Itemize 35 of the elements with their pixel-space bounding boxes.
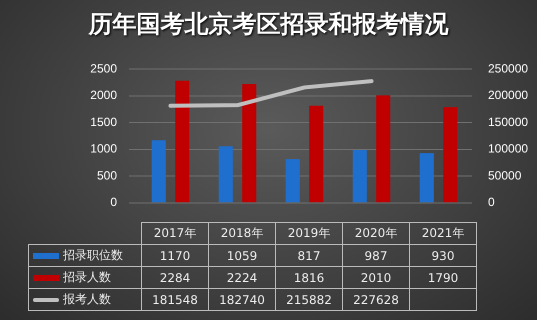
data-label: 2224 xyxy=(208,266,276,288)
data-label: 1059 xyxy=(208,244,276,266)
legend-label: 招录人数 xyxy=(28,266,142,288)
data-label: 227628 xyxy=(342,288,410,310)
y-tick-label: 500 xyxy=(96,168,118,182)
data-label: 182740 xyxy=(208,288,276,310)
x-tick-label: 2021年 xyxy=(410,222,476,244)
y2-tick-label: 150000 xyxy=(488,114,528,129)
data-label: 215882 xyxy=(276,288,342,310)
data-label: 1790 xyxy=(410,266,476,288)
y2-tick-label: 250000 xyxy=(488,62,528,76)
data-label: 1170 xyxy=(142,244,208,266)
y-tick-label: 2000 xyxy=(90,88,118,102)
y2-tick-label: 200000 xyxy=(488,88,528,102)
y-tick-label: 1000 xyxy=(90,142,118,156)
chart-title: 历年国考北京考区招录和报考情况 xyxy=(87,8,450,40)
data-label: 2010 xyxy=(342,266,410,288)
x-tick-label: 2017年 xyxy=(142,222,208,244)
x-tick-label: 2018年 xyxy=(208,222,276,244)
y2-tick-label: 50000 xyxy=(488,168,522,182)
data-label: 930 xyxy=(410,244,476,266)
legend-label: 招录职位数 xyxy=(28,244,142,266)
data-label: 817 xyxy=(276,244,342,266)
data-label: 987 xyxy=(342,244,410,266)
x-tick-label: 2019年 xyxy=(276,222,342,244)
legend-label: 报考人数 xyxy=(28,288,142,310)
x-tick-label: 2020年 xyxy=(342,222,410,244)
y-tick-label: 2500 xyxy=(90,62,118,76)
data-label: 2284 xyxy=(142,266,208,288)
y2-tick-label: 100000 xyxy=(488,142,528,156)
data-label: 181548 xyxy=(142,288,208,310)
y-tick-label: 1500 xyxy=(90,114,118,129)
y2-tick-label: 0 xyxy=(488,195,495,210)
y-tick-label: 0 xyxy=(110,195,118,210)
data-label: 1816 xyxy=(276,266,342,288)
